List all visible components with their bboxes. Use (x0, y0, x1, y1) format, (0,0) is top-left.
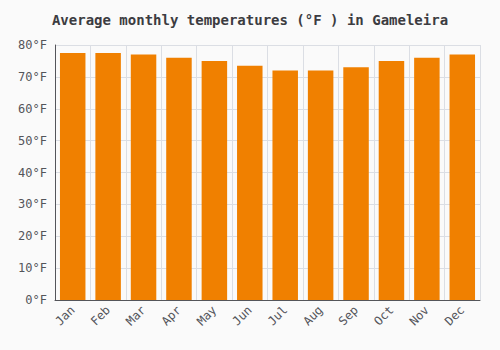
svg-text:0°F: 0°F (25, 293, 47, 307)
svg-text:Average monthly temperatures (: Average monthly temperatures (°F ) in Ga… (52, 12, 448, 28)
svg-text:Oct: Oct (371, 303, 396, 328)
svg-text:70°F: 70°F (18, 70, 47, 84)
svg-text:Dec: Dec (442, 303, 467, 328)
svg-text:30°F: 30°F (18, 197, 47, 211)
svg-text:Jan: Jan (52, 303, 77, 328)
svg-text:Jul: Jul (265, 303, 290, 328)
svg-text:May: May (194, 303, 219, 328)
svg-text:Jun: Jun (230, 303, 255, 328)
svg-text:40°F: 40°F (18, 166, 47, 180)
svg-text:80°F: 80°F (18, 38, 47, 52)
svg-text:Feb: Feb (88, 303, 113, 328)
svg-text:20°F: 20°F (18, 229, 47, 243)
svg-text:Nov: Nov (407, 303, 432, 328)
svg-text:Apr: Apr (159, 303, 184, 328)
svg-text:60°F: 60°F (18, 102, 47, 116)
svg-text:Mar: Mar (123, 303, 148, 328)
svg-text:50°F: 50°F (18, 134, 47, 148)
svg-text:Sep: Sep (336, 303, 361, 328)
svg-text:Aug: Aug (300, 303, 325, 328)
svg-text:10°F: 10°F (18, 261, 47, 275)
